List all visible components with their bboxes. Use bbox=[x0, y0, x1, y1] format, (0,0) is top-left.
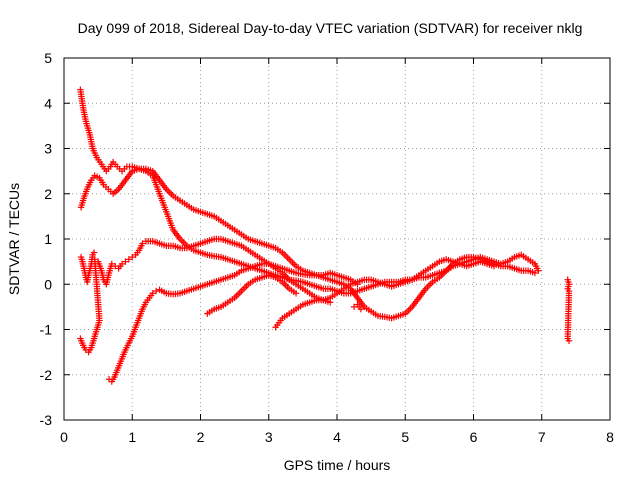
data-point bbox=[122, 258, 129, 265]
data-point bbox=[531, 269, 539, 277]
x-axis-label: GPS time / hours bbox=[284, 457, 391, 473]
data-points bbox=[77, 86, 573, 385]
y-tick-label: 0 bbox=[44, 276, 52, 292]
data-point bbox=[90, 249, 98, 256]
data-point bbox=[129, 253, 136, 261]
x-tick-label: 8 bbox=[606, 429, 614, 445]
data-point bbox=[149, 290, 156, 297]
y-tick-label: -2 bbox=[40, 367, 53, 383]
series-track-i bbox=[564, 276, 573, 345]
y-tick-label: 1 bbox=[44, 231, 52, 247]
series-track-c bbox=[77, 235, 334, 356]
series-track-h bbox=[350, 301, 365, 313]
y-tick-label: 4 bbox=[44, 95, 52, 111]
series-track-g bbox=[77, 249, 98, 286]
data-point bbox=[357, 305, 365, 313]
y-tick-label: -3 bbox=[40, 412, 53, 428]
x-tick-label: 4 bbox=[333, 429, 341, 445]
x-tick-label: 0 bbox=[60, 429, 68, 445]
plot-frame bbox=[63, 57, 611, 421]
y-tick-label: 2 bbox=[44, 186, 52, 202]
data-point bbox=[125, 256, 133, 263]
x-tick-label: 1 bbox=[128, 429, 136, 445]
data-point bbox=[292, 290, 300, 297]
data-point bbox=[535, 267, 542, 274]
y-axis-label: SDTVAR / TECUs bbox=[6, 183, 22, 295]
x-tick-label: 5 bbox=[401, 429, 409, 445]
data-point bbox=[490, 262, 498, 270]
x-tick-label: 2 bbox=[197, 429, 205, 445]
y-tick-labels: -3 -2 -1 0 1 2 3 4 5 bbox=[40, 50, 53, 428]
data-point bbox=[152, 287, 160, 295]
x-tick-label: 3 bbox=[265, 429, 273, 445]
series-track-d bbox=[105, 260, 361, 385]
series-track-f bbox=[272, 256, 498, 331]
data-point bbox=[139, 240, 146, 247]
x-tick-label: 7 bbox=[538, 429, 546, 445]
data-point bbox=[108, 260, 115, 268]
data-point bbox=[118, 260, 126, 268]
series-track-e bbox=[204, 272, 300, 317]
x-tick-labels: 0 1 2 3 4 5 6 7 8 bbox=[60, 429, 614, 445]
data-point bbox=[565, 337, 573, 345]
y-tick-label: 3 bbox=[44, 141, 52, 157]
y-tick-label: 5 bbox=[44, 50, 52, 66]
chart-title: Day 099 of 2018, Sidereal Day-to-day VTE… bbox=[78, 20, 583, 36]
x-tick-label: 6 bbox=[470, 429, 478, 445]
y-tick-label: -1 bbox=[40, 322, 53, 338]
